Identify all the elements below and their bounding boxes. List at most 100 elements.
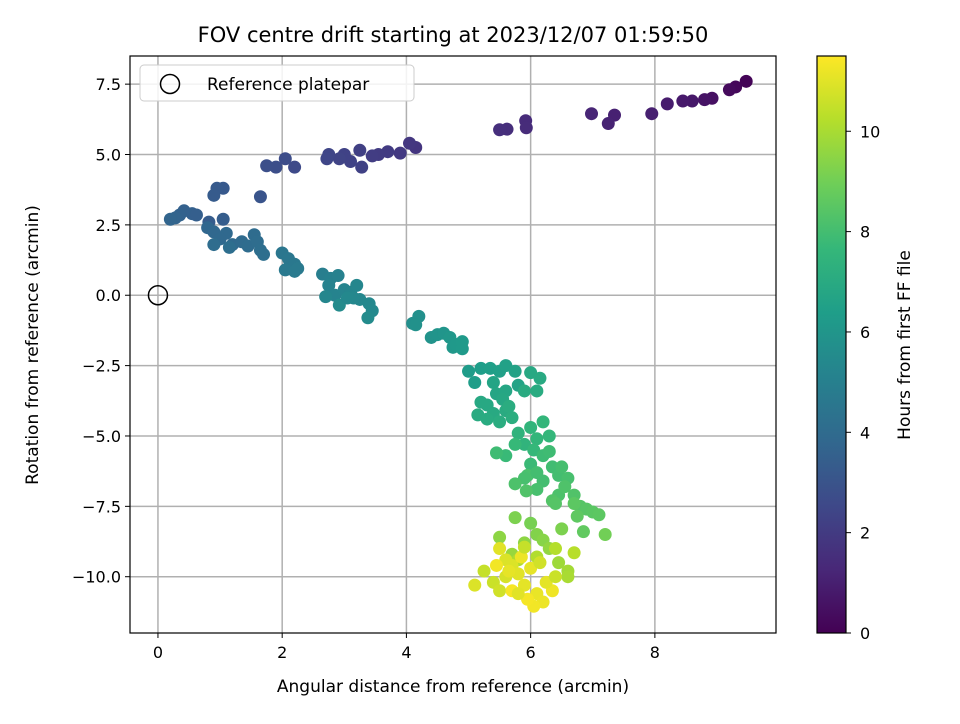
data-point [676, 94, 690, 108]
data-point [601, 117, 615, 131]
data-point [189, 208, 203, 222]
data-point [322, 278, 336, 292]
y-tick-label: −10.0 [72, 568, 121, 587]
reference-point-marker [147, 284, 169, 306]
data-point [521, 592, 535, 606]
plot-frame [129, 55, 777, 634]
data-point [499, 553, 513, 567]
y-tick-label: −7.5 [82, 497, 121, 516]
data-point [548, 542, 562, 556]
data-point [207, 238, 221, 252]
data-point [403, 136, 417, 150]
data-point [542, 444, 556, 458]
data-point [558, 480, 572, 494]
y-tick-label: 7.5 [96, 75, 121, 94]
data-point [163, 212, 177, 226]
legend-reference-marker [159, 73, 181, 95]
data-point [468, 375, 482, 389]
data-point [502, 564, 516, 578]
colorbar-tick-label: 0 [860, 624, 870, 643]
data-point [474, 395, 488, 409]
data-point [533, 556, 547, 570]
y-tick-label: −2.5 [82, 357, 121, 376]
data-point [493, 415, 507, 429]
x-tick-label: 4 [401, 643, 411, 662]
data-point [511, 426, 525, 440]
colorbar-tick-label: 10 [860, 122, 880, 141]
data-point [216, 212, 230, 226]
data-point [493, 530, 507, 544]
data-point [517, 540, 531, 554]
x-tick-label: 2 [277, 643, 287, 662]
data-point [530, 432, 544, 446]
legend-box [139, 64, 415, 102]
data-point [455, 342, 469, 356]
data-point [511, 587, 525, 601]
data-point [645, 107, 659, 121]
data-point [552, 556, 566, 570]
data-point [355, 160, 369, 174]
data-point [536, 415, 550, 429]
data-point [331, 269, 345, 283]
data-point [555, 460, 569, 474]
x-axis-label: Angular distance from reference (arcmin) [277, 677, 629, 697]
data-point [508, 511, 522, 525]
data-point [332, 152, 346, 166]
data-point [739, 74, 753, 88]
data-point [474, 361, 488, 375]
data-point [548, 497, 562, 511]
data-point [722, 83, 736, 97]
y-axis-label: Rotation from reference (arcmin) [23, 205, 43, 485]
data-point [340, 291, 354, 305]
colorbar-label: Hours from first FF file [895, 250, 915, 440]
y-tick-label: 0.0 [96, 286, 121, 305]
data-point [365, 149, 379, 163]
colorbar-tick-label: 4 [860, 423, 870, 442]
data-point [486, 375, 500, 389]
y-tick-label: −5.0 [82, 427, 121, 446]
data-point [567, 546, 581, 560]
data-point [530, 482, 544, 496]
data-point [489, 446, 503, 460]
data-point [493, 123, 507, 137]
data-point [517, 384, 531, 398]
data-point [493, 584, 507, 598]
data-point [393, 146, 407, 160]
data-point [514, 550, 528, 564]
data-point [493, 542, 507, 556]
data-point [530, 384, 544, 398]
data-point [524, 421, 538, 435]
data-point [530, 466, 544, 480]
legend: Reference platepar [139, 64, 415, 102]
data-point [598, 527, 612, 541]
legend-entry-reference: Reference platepar [207, 75, 369, 95]
data-point [561, 570, 575, 584]
data-point [508, 364, 522, 378]
data-point [517, 437, 531, 451]
colorbar-gradient [816, 55, 847, 634]
x-tick-label: 6 [526, 643, 536, 662]
data-point [533, 371, 547, 385]
colorbar-tick-label: 8 [860, 223, 870, 242]
data-point [517, 471, 531, 485]
colorbar: 0 2 4 6 8 10 [816, 55, 880, 643]
data-point [499, 359, 513, 373]
x-tick-label: 0 [153, 643, 163, 662]
colorbar-tick-label: 2 [860, 524, 870, 543]
data-point [592, 508, 606, 522]
chart-title: FOV centre drift starting at 2023/12/07 … [198, 23, 709, 47]
data-point [505, 411, 519, 425]
data-point [319, 290, 333, 304]
data-point [257, 247, 271, 261]
data-point [260, 159, 274, 173]
data-point [361, 311, 375, 325]
data-point [570, 509, 584, 523]
data-point [524, 561, 538, 575]
data-point [585, 107, 599, 121]
data-point [353, 143, 367, 157]
y-tick-label: 5.0 [96, 146, 121, 165]
data-point [278, 152, 292, 166]
data-point [576, 525, 590, 539]
data-point [660, 97, 674, 111]
